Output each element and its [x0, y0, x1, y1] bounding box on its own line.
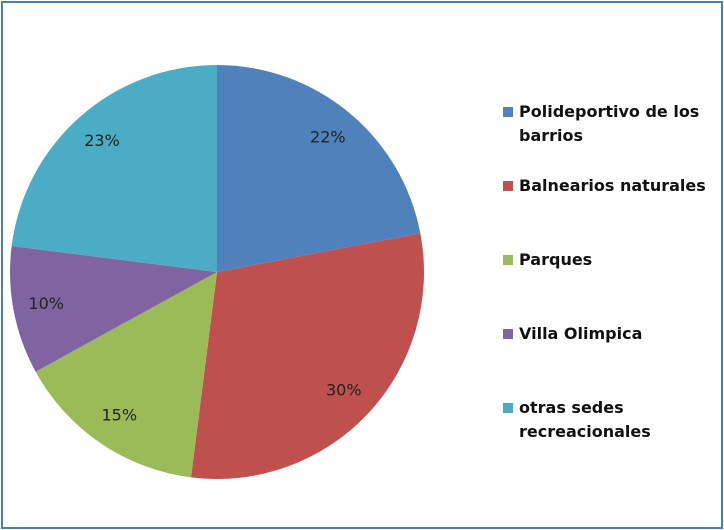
pie-slice [11, 65, 217, 272]
legend-label: Polideportivo de los barrios [519, 102, 700, 145]
data-label: 30% [326, 381, 362, 400]
legend-swatch [503, 181, 513, 191]
legend-item: Parques [503, 248, 718, 322]
legend-item: otras sedes recreacionales [503, 396, 718, 470]
data-label: 22% [310, 128, 346, 147]
legend-swatch [503, 403, 513, 413]
legend-item: Villa Olimpica [503, 322, 718, 396]
legend-label: Villa Olimpica [519, 324, 643, 343]
pie-slice [35, 272, 217, 478]
legend-label: otras sedes recreacionales [519, 398, 651, 441]
pie-slice [9, 246, 218, 372]
legend: Polideportivo de los barrios Balnearios n… [503, 100, 718, 470]
data-label: 23% [84, 131, 120, 150]
pie-slice [217, 65, 421, 272]
legend-item: Polideportivo de los barrios [503, 100, 718, 174]
legend-swatch [503, 329, 513, 339]
legend-item: Balnearios naturales [503, 174, 718, 248]
legend-label: Parques [519, 250, 593, 269]
pie-slice [191, 233, 424, 479]
data-label: 10% [28, 294, 64, 313]
data-label: 15% [101, 405, 137, 424]
legend-swatch [503, 107, 513, 117]
legend-label: Balnearios naturales [519, 176, 706, 195]
legend-swatch [503, 255, 513, 265]
